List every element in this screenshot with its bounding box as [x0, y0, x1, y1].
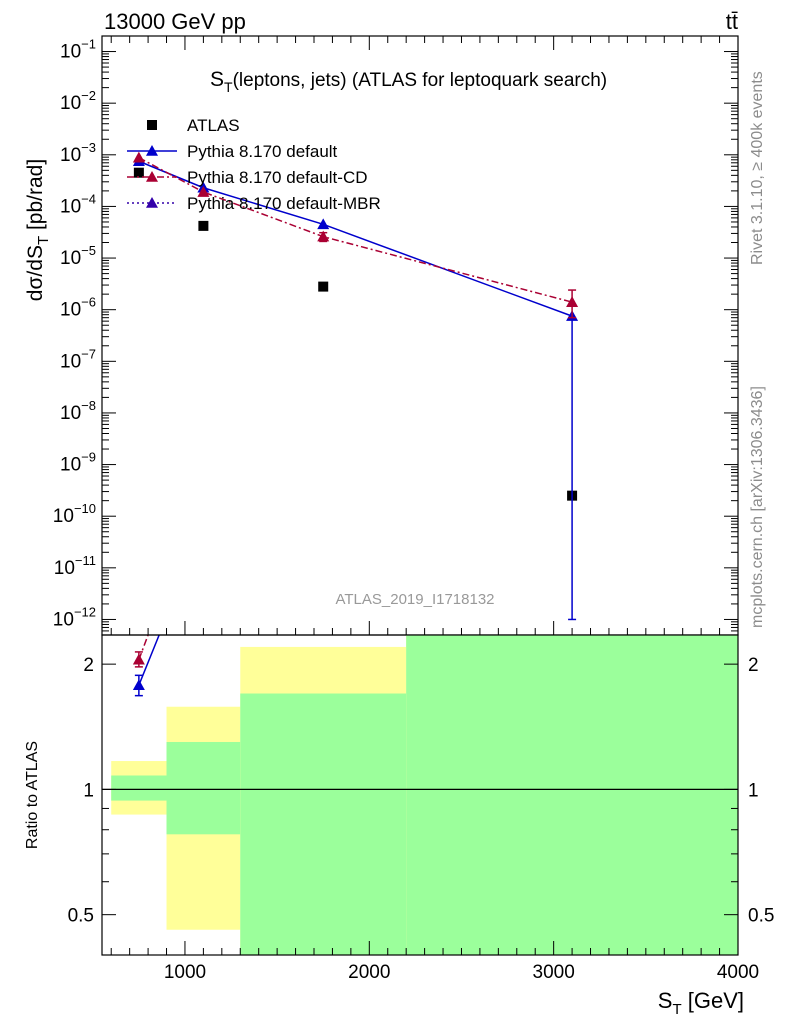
- atlas-data-point: [318, 281, 329, 292]
- main-y-tick-label: 10−4: [60, 191, 96, 217]
- ratio-y-tick-label: 0.5: [68, 906, 94, 927]
- x-tick-label: 4000: [717, 962, 759, 983]
- main-y-axis-label: dσ/dST [pb/rad]: [24, 159, 52, 301]
- main-y-tick-exponent: −1: [81, 37, 96, 52]
- main-panel: 10−1210−1110−1010−910−810−710−610−510−41…: [24, 35, 739, 636]
- main-y-tick-base: 10: [60, 248, 81, 269]
- legend-default_cd-marker: [146, 171, 158, 182]
- x-tick-label: 2000: [348, 962, 390, 983]
- ratio-band-inner: [166, 741, 241, 835]
- ratio-y-tick-label: 1: [83, 780, 94, 801]
- default_cd-series-line: [138, 157, 573, 303]
- legend-default_cd-label: Pythia 8.170 default-CD: [187, 168, 368, 187]
- legend-default-marker: [146, 145, 158, 156]
- x-tick-label: 3000: [533, 962, 575, 983]
- main-ticks: 10−1210−1110−1010−910−810−710−610−510−41…: [53, 35, 739, 636]
- legend-default_mbr-label: Pythia 8.170 default-MBR: [187, 194, 381, 213]
- main-y-tick-base: 10: [60, 455, 81, 476]
- main-y-tick-label: 10−2: [60, 88, 96, 114]
- main-y-tick-base: 10: [60, 351, 81, 372]
- ratio-band-inner: [240, 693, 407, 955]
- ratio-band-inner: [406, 635, 738, 955]
- legend: ATLAS Pythia 8.170 default Pythia 8.170 de…: [127, 116, 381, 213]
- main-title: ST(leptons, jets) (ATLAS for leptoquark …: [210, 68, 607, 95]
- main-y-tick-exponent: −8: [81, 398, 96, 413]
- legend-default-label: Pythia 8.170 default: [187, 142, 338, 161]
- main-y-tick-exponent: −4: [81, 191, 96, 206]
- ratio-panel: 0.5 0.5 1 1 2 2 1000 2000 3000 4000 Ratio to ATLA…: [24, 634, 775, 1018]
- main-y-tick-label: 10−8: [60, 398, 96, 424]
- ratio-plot-frame: [101, 634, 739, 956]
- main-y-tick-base: 10: [53, 609, 74, 630]
- atlas-data-point: [133, 167, 144, 178]
- main-y-tick-label: 10−5: [60, 243, 96, 269]
- main-y-tick-exponent: −9: [81, 450, 96, 465]
- ratio-bands: [111, 635, 738, 955]
- collision-label: 13000 GeV pp: [104, 9, 246, 34]
- main-y-tick-label: 10−3: [60, 140, 96, 166]
- x-tick-label: 1000: [164, 962, 206, 983]
- main-y-tick-exponent: −7: [81, 346, 96, 361]
- x-axis-label: ST [GeV]: [658, 988, 744, 1018]
- atlas-data-point: [198, 220, 209, 231]
- ratio-y-tick-label: 2: [83, 655, 94, 676]
- main-y-tick-exponent: −12: [74, 604, 96, 619]
- ratio-ticks: 0.5 0.5 1 1 2 2 1000 2000 3000 4000: [68, 655, 775, 983]
- default_cd-data-point: [132, 151, 145, 163]
- main-y-tick-base: 10: [60, 403, 81, 424]
- main-y-tick-base: 10: [54, 558, 75, 579]
- default_cd-data-point: [197, 186, 210, 197]
- main-y-tick-label: 10−6: [60, 295, 96, 321]
- main-y-tick-base: 10: [53, 506, 74, 527]
- default_cd-data-point: [317, 230, 330, 242]
- main-y-tick-base: 10: [60, 300, 81, 321]
- main-y-tick-base: 10: [60, 42, 81, 63]
- ratio-default_cd-line: [138, 634, 149, 660]
- main-series-layer: [132, 151, 579, 621]
- ratio-y-tick-label-right: 0.5: [748, 906, 774, 927]
- ratio-default-data-point: [132, 679, 145, 691]
- main-y-tick-base: 10: [60, 145, 81, 166]
- ratio-band-inner: [111, 775, 167, 801]
- ratio-default-line: [138, 634, 160, 686]
- main-y-tick-base: 10: [60, 196, 81, 217]
- main-y-tick-exponent: −2: [81, 88, 96, 103]
- main-y-tick-exponent: −5: [81, 243, 96, 258]
- default_cd-data-point: [566, 296, 579, 307]
- process-label: tt̄: [726, 9, 738, 34]
- watermark-label: ATLAS_2019_I1718132: [335, 591, 494, 608]
- main-y-tick-exponent: −10: [74, 501, 96, 516]
- main-y-tick-label: 10−11: [54, 553, 96, 579]
- ratio-y-axis-label: Ratio to ATLAS: [24, 741, 41, 849]
- main-y-tick-label: 10−12: [53, 604, 96, 630]
- rivet-label: Rivet 3.1.10, ≥ 400k events: [749, 71, 766, 265]
- main-y-tick-label: 10−10: [53, 501, 96, 527]
- main-y-tick-exponent: −3: [81, 140, 96, 155]
- ratio-default_cd-data-point: [132, 653, 145, 665]
- ratio-series-layer: [132, 634, 160, 697]
- main-y-tick-label: 10−7: [60, 346, 96, 372]
- main-y-tick-exponent: −6: [81, 295, 96, 310]
- ratio-y-tick-label-right: 1: [748, 780, 759, 801]
- main-y-tick-base: 10: [60, 93, 81, 114]
- default-data-point: [317, 218, 330, 230]
- main-y-tick-label: 10−1: [60, 37, 96, 63]
- legend-atlas-marker: [147, 120, 157, 130]
- legend-default_mbr-marker: [146, 197, 158, 208]
- main-y-tick-label: 10−9: [60, 450, 96, 476]
- legend-atlas-label: ATLAS: [187, 116, 240, 135]
- ratio-y-tick-label-right: 2: [748, 655, 759, 676]
- mcplots-label: mcplots.cern.ch [arXiv:1306.3436]: [749, 386, 766, 628]
- main-y-tick-exponent: −11: [75, 553, 96, 568]
